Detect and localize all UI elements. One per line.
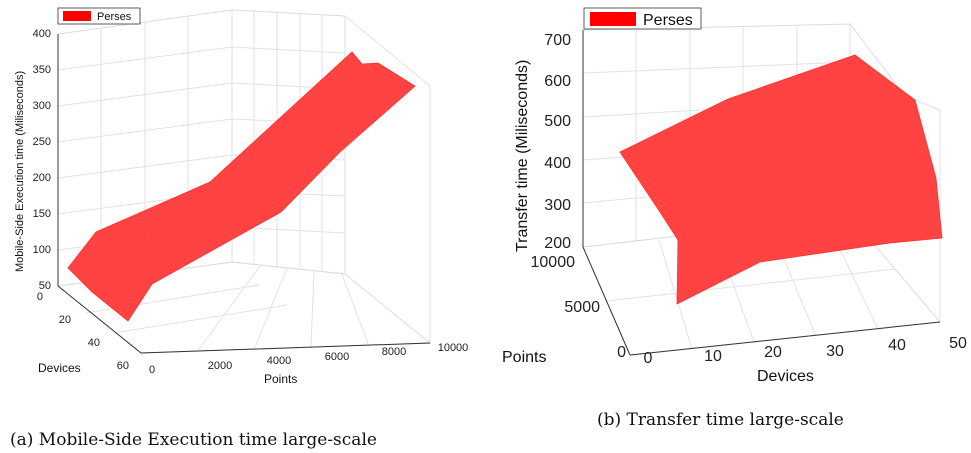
chart-b-yticks: 10000 5000 0	[531, 254, 627, 361]
chart-b-ztick: 200	[544, 235, 571, 252]
chart-b-ytick: 10000	[531, 254, 576, 271]
chart-a-legend-label: Perses	[97, 11, 132, 23]
chart-a-xticks: 0 2000 4000 6000 8000 10000	[149, 342, 468, 376]
chart-b-axes	[582, 30, 941, 356]
chart-a-ztick: 200	[33, 172, 51, 184]
chart-a-zticks: 400 350 300 250 200 150 100 50	[33, 28, 51, 292]
chart-b-xtick: 0	[644, 350, 653, 367]
chart-b-surface	[619, 54, 943, 305]
chart-a-axes	[57, 34, 431, 354]
chart-a-ztick: 250	[33, 136, 51, 148]
chart-a-xtick: 8000	[382, 346, 406, 358]
chart-a-zlabel: Mobile-Side Execution time (Miliseconds)	[14, 71, 26, 272]
chart-a-ztick: 50	[39, 280, 51, 292]
chart-a-xtick: 10000	[438, 342, 469, 354]
chart-a-ytick: 20	[59, 314, 71, 326]
chart-a-ytick: 40	[88, 337, 100, 349]
chart-a-legend-swatch	[63, 11, 91, 21]
chart-b-ztick: 700	[544, 32, 571, 49]
chart-a-xtick: 0	[149, 364, 155, 376]
chart-b-legend: Perses	[583, 7, 702, 30]
chart-b-ztick: 300	[544, 197, 571, 214]
chart-a-ytick: 60	[117, 360, 129, 372]
chart-a-surface	[67, 51, 416, 322]
chart-a-ytick: 0	[37, 291, 43, 303]
chart-b-zlabel: Transfer time (Miliseconds)	[514, 60, 531, 252]
chart-b-ytick: 5000	[564, 299, 600, 316]
chart-b-legend-swatch	[590, 12, 636, 26]
chart-b-ztick: 500	[544, 113, 571, 130]
chart-a-ztick: 300	[33, 100, 51, 112]
chart-b-xtick: 40	[888, 337, 906, 354]
chart-b-ztick: 400	[544, 155, 571, 172]
chart-a-ztick: 400	[33, 28, 51, 40]
chart-a-legend: Perses	[57, 7, 141, 25]
chart-a-xtick: 2000	[208, 360, 232, 372]
chart-b-ylabel: Points	[502, 349, 546, 366]
chart-b-ytick: 0	[617, 344, 626, 361]
chart-a-yticks: 0 20 40 60	[37, 291, 129, 372]
chart-a-ztick: 350	[33, 64, 51, 76]
chart-b: 700 600 500 400 300 200 10000 5000 0 0 1…	[502, 7, 967, 430]
chart-b-xtick: 30	[826, 343, 844, 360]
chart-a-xtick: 4000	[267, 355, 291, 367]
chart-b-xtick: 20	[764, 344, 782, 361]
chart-b-legend-label: Perses	[643, 12, 693, 29]
chart-a: 400 350 300 250 200 150 100 50 0 20 40 6…	[10, 7, 468, 450]
chart-a-caption: (a) Mobile-Side Execution time large-sca…	[10, 430, 377, 450]
chart-a-xtick: 6000	[325, 351, 349, 363]
chart-a-ztick: 100	[33, 244, 51, 256]
chart-b-ztick: 600	[544, 73, 571, 90]
chart-b-xlabel: Devices	[757, 368, 814, 385]
chart-b-xtick: 50	[949, 335, 967, 352]
chart-b-zticks: 700 600 500 400 300 200	[544, 32, 571, 252]
chart-a-ylabel: Devices	[38, 361, 81, 375]
chart-b-caption: (b) Transfer time large-scale	[597, 410, 844, 430]
chart-a-ztick: 150	[33, 208, 51, 220]
chart-a-xlabel: Points	[264, 372, 297, 386]
chart-b-xticks: 0 10 20 30 40 50	[644, 335, 967, 367]
chart-b-xtick: 10	[704, 348, 722, 365]
